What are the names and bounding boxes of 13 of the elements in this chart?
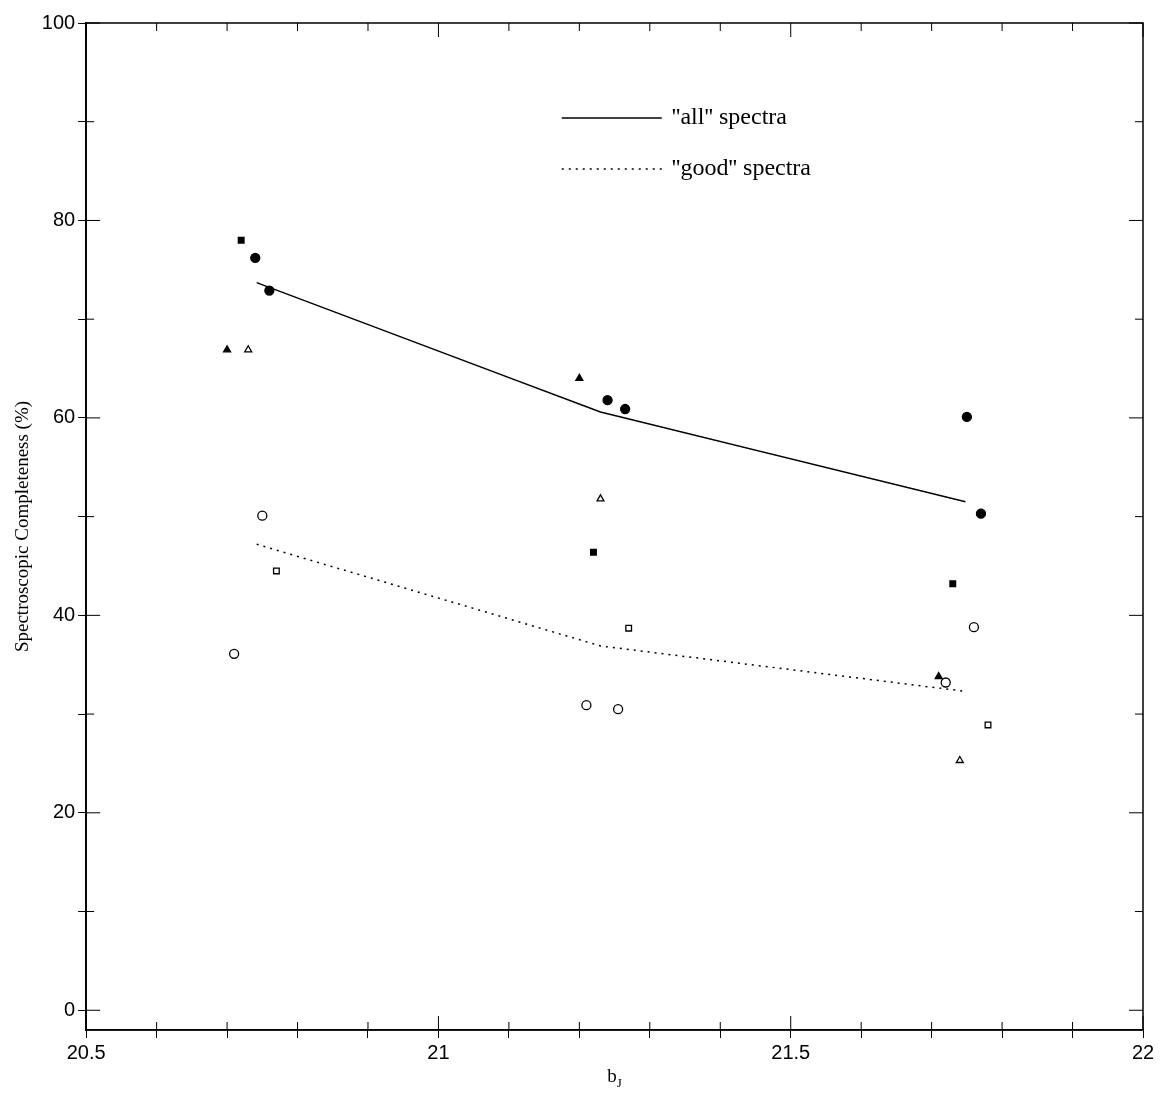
x-tick-label: 21.5 xyxy=(771,1040,811,1063)
y-tick-label: 0 xyxy=(64,997,76,1020)
y-tick-label: 80 xyxy=(52,207,76,230)
y-tick-label: 60 xyxy=(52,405,76,428)
x-tick-label: 22 xyxy=(1131,1040,1155,1063)
y-tick-label: 100 xyxy=(41,10,76,33)
legend-label: ''good'' spectra xyxy=(671,154,812,181)
x-tick-label: 20.5 xyxy=(66,1040,106,1063)
y-axis-title: Spectroscopic Completeness (%) xyxy=(11,400,34,653)
x-tick-label: 21 xyxy=(427,1040,450,1063)
y-tick-label: 40 xyxy=(52,602,76,625)
legend-label: ''all'' spectra xyxy=(671,103,788,130)
y-tick-label: 20 xyxy=(52,800,76,823)
